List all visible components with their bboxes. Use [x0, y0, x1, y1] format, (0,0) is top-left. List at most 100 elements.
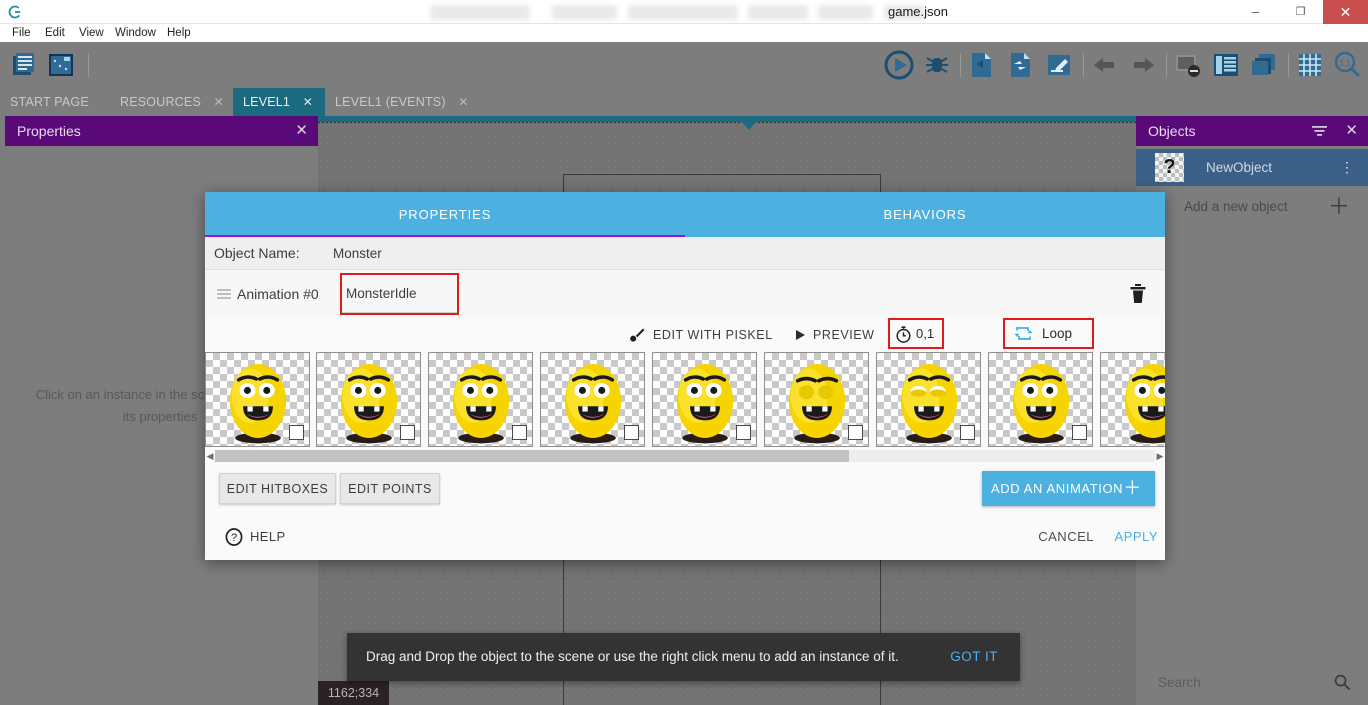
- frame-checkbox[interactable]: [1072, 425, 1087, 440]
- tab-start-page[interactable]: START PAGE: [0, 88, 110, 116]
- frame-thumbnail[interactable]: [540, 352, 645, 447]
- cancel-button[interactable]: CANCEL: [1038, 529, 1094, 544]
- tab-label: RESOURCES: [120, 95, 201, 109]
- scene-resize-handle[interactable]: [742, 122, 756, 130]
- question-circle-icon[interactable]: ?: [225, 528, 243, 546]
- tab-resources[interactable]: RESOURCES ✕: [110, 88, 233, 116]
- loop-toggle[interactable]: Loop: [1003, 318, 1094, 349]
- title-blur-6: [884, 5, 924, 20]
- frame-thumbnail[interactable]: [876, 352, 981, 447]
- object-list-item[interactable]: ? NewObject ⋮: [1136, 149, 1368, 186]
- object-search-input[interactable]: Search: [1136, 660, 1368, 705]
- toolbar-separator-5: [1288, 53, 1289, 77]
- object-context-menu-icon[interactable]: ⋮: [1340, 159, 1354, 175]
- frame-thumbnail[interactable]: [316, 352, 421, 447]
- grid-icon[interactable]: [1295, 50, 1325, 80]
- frame-checkbox[interactable]: [736, 425, 751, 440]
- search-icon[interactable]: [1334, 674, 1350, 690]
- layers-panel-icon[interactable]: [1249, 50, 1279, 80]
- frame-thumbnail[interactable]: [428, 352, 533, 447]
- title-blur-2: [552, 5, 617, 20]
- tab-close-icon[interactable]: ✕: [458, 95, 469, 109]
- loop-label: Loop: [1042, 326, 1073, 341]
- scene-boundary-line: [318, 122, 1136, 123]
- objects-panel: Objects ✕ ? NewObject ⋮ Add a new object…: [1136, 116, 1368, 705]
- menu-window[interactable]: Window: [115, 27, 156, 39]
- scene-list-icon[interactable]: [10, 50, 40, 80]
- drag-handle-icon[interactable]: [217, 289, 231, 299]
- scroll-right-arrow-icon[interactable]: ▶: [1156, 451, 1164, 461]
- snackbar-toast: Drag and Drop the object to the scene or…: [347, 633, 1020, 681]
- scene-editor-icon[interactable]: [46, 50, 76, 80]
- save-project-icon[interactable]: [1006, 50, 1036, 80]
- object-name-row: Object Name: Monster: [205, 237, 1165, 270]
- minimize-button[interactable]: –: [1251, 4, 1260, 19]
- animation-name-input[interactable]: MonsterIdle: [342, 275, 457, 313]
- frame-checkbox[interactable]: [400, 425, 415, 440]
- animation-toolbar: EDIT WITH PISKEL PREVIEW 0,1: [205, 318, 1165, 352]
- edit-points-button[interactable]: EDIT POINTS: [340, 473, 440, 504]
- properties-panel-close-icon[interactable]: ✕: [295, 122, 308, 139]
- animation-frame-strip[interactable]: [205, 352, 1165, 447]
- objects-panel-close-icon[interactable]: ✕: [1345, 122, 1358, 139]
- frame-thumbnail[interactable]: [1100, 352, 1165, 447]
- scene-coordinates-badge: 1162;334: [318, 681, 389, 705]
- menu-file[interactable]: File: [12, 27, 31, 39]
- add-new-object-button[interactable]: Add a new object ＋: [1136, 188, 1368, 226]
- tab-level1-events[interactable]: LEVEL1 (EVENTS) ✕: [325, 88, 480, 116]
- time-between-frames-field[interactable]: 0,1: [888, 318, 944, 349]
- hide-objects-icon[interactable]: [1173, 50, 1203, 80]
- preview-play-icon[interactable]: [884, 50, 914, 80]
- tab-behaviors[interactable]: BEHAVIORS: [883, 207, 967, 222]
- edit-project-icon[interactable]: [1044, 50, 1074, 80]
- frame-thumbnail[interactable]: [764, 352, 869, 447]
- properties-panel-icon[interactable]: [1211, 50, 1241, 80]
- trash-icon[interactable]: [1128, 283, 1148, 305]
- tab-properties[interactable]: PROPERTIES: [398, 207, 492, 222]
- frame-thumbnail[interactable]: [652, 352, 757, 447]
- undo-icon[interactable]: [1090, 50, 1120, 80]
- menu-help[interactable]: Help: [167, 27, 191, 39]
- filter-icon[interactable]: [1311, 123, 1328, 139]
- frame-strip-scrollbar[interactable]: ◀ ▶: [205, 448, 1165, 465]
- zoom-1-1-icon[interactable]: 1:1: [1332, 50, 1362, 80]
- help-button[interactable]: HELP: [250, 529, 286, 544]
- toast-got-it-button[interactable]: GOT IT: [950, 649, 998, 664]
- menu-view[interactable]: View: [79, 27, 104, 39]
- maximize-button[interactable]: ❐: [1295, 6, 1306, 18]
- frame-checkbox[interactable]: [624, 425, 639, 440]
- debug-bug-icon[interactable]: [922, 50, 952, 80]
- tab-level1[interactable]: LEVEL1 ✕: [233, 88, 325, 116]
- add-animation-label: ADD AN ANIMATION: [991, 481, 1124, 496]
- tab-close-icon[interactable]: ✕: [302, 95, 314, 109]
- object-thumbnail-icon: ?: [1155, 153, 1184, 182]
- add-animation-button[interactable]: ADD AN ANIMATION ＋: [982, 471, 1155, 506]
- open-project-icon[interactable]: [967, 50, 997, 80]
- window-title: game.json: [888, 4, 948, 19]
- frame-thumbnail[interactable]: [988, 352, 1093, 447]
- title-blur-4: [748, 5, 808, 20]
- title-blur-1: [430, 5, 530, 20]
- editor-tab-bar: START PAGE RESOURCES ✕ LEVEL1 ✕ LEVEL1 (…: [0, 88, 1368, 116]
- object-name-input[interactable]: Monster: [333, 246, 382, 261]
- edit-with-piskel-button[interactable]: EDIT WITH PISKEL: [653, 328, 773, 342]
- tab-close-icon[interactable]: ✕: [213, 95, 224, 109]
- frame-checkbox[interactable]: [848, 425, 863, 440]
- objects-panel-header: Objects ✕: [1136, 116, 1368, 146]
- close-window-button[interactable]: ✕: [1323, 0, 1368, 24]
- toolbar-separator-2: [960, 53, 961, 77]
- preview-button[interactable]: PREVIEW: [813, 328, 875, 342]
- frame-thumbnail[interactable]: [205, 352, 310, 447]
- frame-checkbox[interactable]: [289, 425, 304, 440]
- menu-edit[interactable]: Edit: [45, 27, 65, 39]
- scroll-left-arrow-icon[interactable]: ◀: [206, 451, 214, 461]
- edit-hitboxes-button[interactable]: EDIT HITBOXES: [219, 473, 336, 504]
- toast-message: Drag and Drop the object to the scene or…: [366, 649, 899, 664]
- object-name-label: Object Name:: [214, 245, 300, 261]
- redo-icon[interactable]: [1128, 50, 1158, 80]
- apply-button[interactable]: APPLY: [1114, 529, 1158, 544]
- search-placeholder: Search: [1158, 675, 1201, 690]
- frame-checkbox[interactable]: [960, 425, 975, 440]
- scrollbar-thumb[interactable]: [215, 450, 849, 462]
- frame-checkbox[interactable]: [512, 425, 527, 440]
